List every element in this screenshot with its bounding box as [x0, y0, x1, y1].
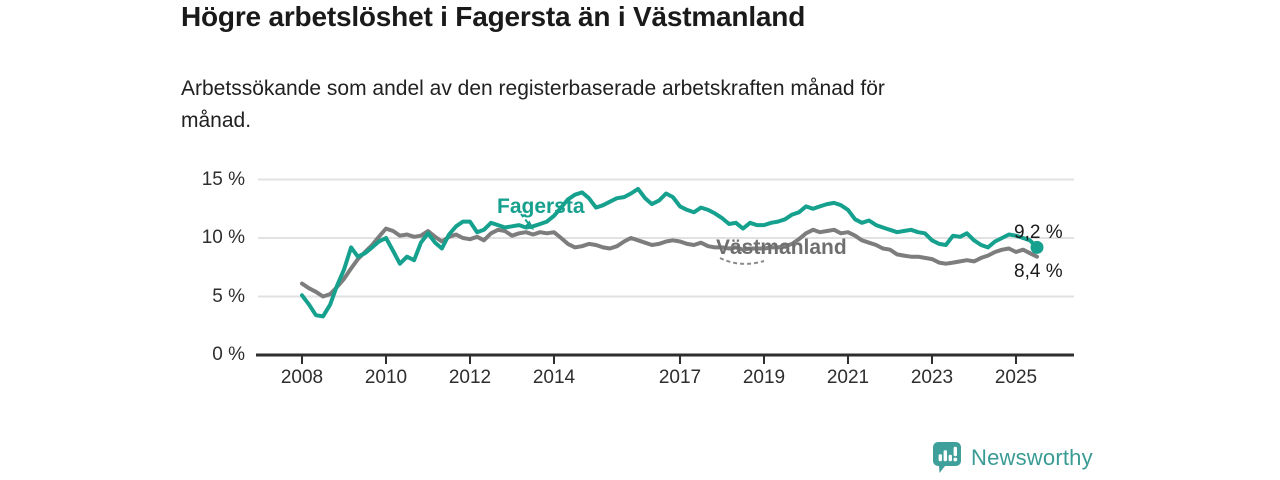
fagersta-end-dot	[1030, 240, 1044, 254]
västmanland-line	[300, 226, 1039, 299]
x-tick-label: 2014	[532, 367, 576, 388]
fagersta-line	[300, 186, 1039, 319]
x-tick-label: 2025	[994, 367, 1038, 388]
x-tick-label: 2012	[448, 367, 492, 388]
x-tick-label: 2010	[364, 367, 408, 388]
newsworthy-logo-text: Newsworthy	[971, 445, 1093, 470]
x-tick-label: 2017	[658, 367, 702, 388]
chart-subtitle: Arbetssökande som andel av den registerb…	[181, 73, 1061, 137]
x-tick-label: 2008	[280, 367, 324, 388]
x-tick-label: 2019	[742, 367, 786, 388]
vastmanland-label-arrow	[719, 257, 765, 265]
y-tick-label: 10 %	[201, 227, 245, 248]
fagersta-label-arrowhead	[524, 220, 534, 230]
y-tick-label: 5 %	[212, 285, 245, 307]
x-tick-label: 2021	[826, 367, 870, 388]
end-value-fagersta: 9,2 %	[1014, 222, 1063, 243]
y-tick-label: 0 %	[212, 344, 245, 365]
series-label-fagersta: Fagersta	[497, 195, 585, 218]
chart-subtitle-line1: Arbetssökande som andel av den registerb…	[181, 77, 885, 100]
end-value-vastmanland: 8,4 %	[1014, 261, 1063, 282]
newsworthy-logo[interactable]: Newsworthy	[933, 442, 1093, 474]
chart-subtitle-line2: månad.	[181, 108, 252, 132]
fagersta-label-arrow	[520, 213, 529, 224]
series-label-vastmanland: Västmanland	[716, 236, 847, 259]
bar-chart-bubble-icon	[933, 442, 962, 474]
page-title: Högre arbetslöshet i Fagersta än i Västm…	[181, 1, 806, 32]
y-tick-label: 15 %	[201, 168, 245, 190]
x-tick-label: 2023	[910, 367, 954, 388]
